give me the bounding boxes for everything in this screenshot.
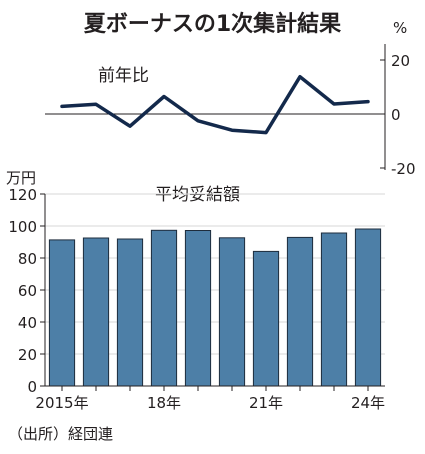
- line-ticks: 20 0 -20: [380, 52, 416, 178]
- bar-y-ticks: 0 20 40 60 80 100 120: [8, 186, 45, 396]
- line-series-label: 前年比: [98, 66, 149, 86]
- bar-y-tick-label: 60: [18, 282, 37, 300]
- source-note: （出所）経団連: [8, 425, 114, 443]
- bar-y-tick-label: 20: [18, 346, 37, 364]
- bars: [48, 228, 382, 387]
- bar-chart: 万円 平均妥結額 0 20 40 60 80 100 120 2015年 18年 21年 24年: [6, 169, 385, 412]
- line-y-tick-label: 0: [391, 106, 401, 124]
- bar: [286, 236, 314, 387]
- line-series-path: [60, 74, 370, 135]
- bar-y-tick-label: 120: [8, 186, 37, 204]
- bar-series-label: 平均妥結額: [155, 185, 240, 205]
- bar: [116, 238, 144, 387]
- bar-x-tick-label: 2015年: [35, 394, 88, 412]
- bar: [82, 237, 110, 387]
- bar-x-tick-label: 21年: [249, 394, 283, 412]
- bar-y-tick-label: 100: [8, 218, 37, 236]
- bar-x-tick-label: 18年: [147, 394, 181, 412]
- bar-y-tick-label: 0: [27, 378, 37, 396]
- chart-title: 夏ボーナスの1次集計結果: [83, 12, 342, 37]
- bar: [252, 250, 280, 387]
- line-y-tick-label: 20: [391, 52, 410, 70]
- line-y-tick-label: -20: [391, 160, 416, 178]
- bar-x-ticks: 2015年 18年 21年 24年: [35, 386, 385, 412]
- bar: [320, 232, 348, 387]
- bar-y-tick-label: 80: [18, 250, 37, 268]
- bar: [48, 239, 76, 387]
- bar-x-tick-label: 24年: [351, 394, 385, 412]
- bar: [218, 237, 246, 387]
- bar: [184, 230, 212, 387]
- bar: [354, 228, 382, 387]
- line-chart: % 前年比 20 0 -20: [45, 19, 416, 178]
- bar-y-tick-label: 40: [18, 314, 37, 332]
- line-unit-label: %: [393, 19, 407, 37]
- bar-unit-label: 万円: [6, 169, 36, 187]
- bar: [150, 229, 178, 387]
